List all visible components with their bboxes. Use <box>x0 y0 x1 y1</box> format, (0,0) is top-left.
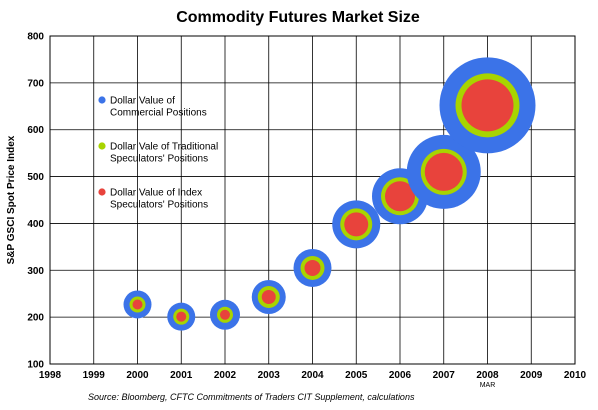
bubble-ring-3 <box>344 212 369 237</box>
y-tick-label: 700 <box>27 78 44 89</box>
y-tick-label: 100 <box>27 360 44 371</box>
x-tick-label: 1999 <box>83 370 106 381</box>
legend-label: Commercial Positions <box>110 108 207 119</box>
bubble-ring-3 <box>461 79 514 132</box>
legend-label: Dollar Value of <box>110 96 175 107</box>
source-note: Source: Bloomberg, CFTC Commitments of T… <box>88 392 415 402</box>
y-tick-label: 400 <box>27 219 44 230</box>
bubble-ring-3 <box>220 309 230 320</box>
x-tick-label: 2003 <box>258 370 281 381</box>
y-tick-label: 800 <box>27 32 44 43</box>
bubble-2001 <box>167 302 196 331</box>
bubble-2006 <box>372 168 428 225</box>
x-tick-label: 2009 <box>520 370 543 381</box>
x-tick-label: 2010 <box>564 370 587 381</box>
bubble-2003 <box>251 279 286 314</box>
legend-label: Speculators' Positions <box>110 200 208 211</box>
legend-marker-3 <box>98 188 106 196</box>
x-tick-label: 2007 <box>433 370 456 381</box>
bubble-2005 <box>332 200 381 249</box>
x-tick-label: 2002 <box>214 370 237 381</box>
bubble-ring-3 <box>176 311 187 322</box>
bubble-2000 <box>123 290 152 319</box>
y-tick-label: 600 <box>27 125 44 136</box>
y-tick-label: 500 <box>27 172 44 183</box>
legend-marker-1 <box>98 96 106 104</box>
bubble-2008 <box>439 57 536 154</box>
bubbles <box>123 57 536 331</box>
plot-area <box>49 35 576 365</box>
x-tick-label: 2001 <box>170 370 193 381</box>
x-tick-label: 2000 <box>126 370 149 381</box>
bubble-ring-3 <box>304 259 321 276</box>
x-tick-label: 2005 <box>345 370 368 381</box>
x-tick-label: 2008 <box>476 370 499 381</box>
y-axis-label: S&P GSCI Spot Price Index <box>6 135 17 264</box>
bubble-ring-3 <box>132 299 143 310</box>
legend-marker-2 <box>98 142 106 150</box>
x-tick-label: 2004 <box>301 370 324 381</box>
bubble-ring-3 <box>424 152 463 191</box>
y-tick-label: 300 <box>27 266 44 277</box>
legend-label: Speculators' Positions <box>110 154 208 165</box>
bubble-2004 <box>293 248 332 287</box>
y-axis: 100 200 300 400 500 600 700 800 <box>27 32 44 371</box>
bubble-ring-3 <box>385 181 415 212</box>
x-axis: 1998 1999 2000 2001 2002 2003 2004 2005 2006 2007… <box>39 370 587 389</box>
legend-label: Dollar Value of Index <box>110 188 202 199</box>
x-tick-note: MAR <box>480 382 496 389</box>
chart-title: Commodity Futures Market Size <box>176 9 420 26</box>
bubble-2002 <box>210 299 240 330</box>
x-tick-label: 2006 <box>389 370 412 381</box>
legend-label: Dollar Vale of Traditional <box>110 142 218 153</box>
bubble-ring-3 <box>261 289 276 304</box>
x-tick-label: 1998 <box>39 370 62 381</box>
bubble-2007 <box>406 134 481 209</box>
y-tick-label: 200 <box>27 313 44 324</box>
